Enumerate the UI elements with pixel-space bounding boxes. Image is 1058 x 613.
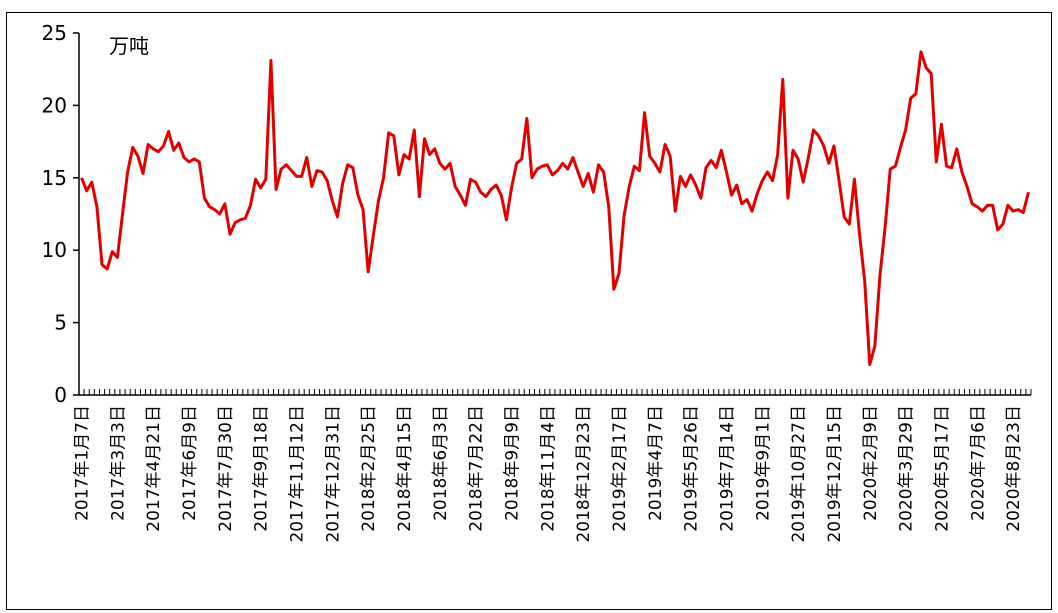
series-line (80, 50, 1030, 367)
x-tick-label: 2017年12月31日 (323, 405, 343, 543)
x-tick-label: 2017年7月30日 (216, 405, 236, 532)
x-tick-label: 2018年6月3日 (431, 405, 451, 521)
unit-label: 万吨 (109, 34, 149, 58)
x-tick-label: 2018年2月25日 (359, 405, 379, 532)
x-tick-label: 2019年9月1日 (753, 405, 773, 521)
y-tick-label: 5 (54, 311, 67, 335)
x-tick-label: 2019年5月26日 (682, 405, 702, 532)
x-tick-label: 2018年11月4日 (538, 405, 558, 532)
x-tick-label: 2017年6月9日 (180, 405, 200, 521)
y-tick-label: 20 (42, 93, 67, 117)
x-tick-label: 2020年5月17日 (932, 405, 952, 532)
x-tick-label: 2018年12月23日 (574, 405, 594, 543)
x-tick-label: 2020年7月6日 (968, 405, 988, 521)
y-tick-label: 25 (42, 21, 67, 45)
x-tick-label: 2017年1月7日 (73, 405, 93, 521)
x-tick-label: 2019年2月17日 (610, 405, 630, 532)
y-axis-ticks: 0 5 10 15 20 25 (42, 21, 79, 407)
y-tick-label: 0 (54, 383, 67, 407)
chart-frame: 0 5 10 15 20 25 2017年1月7日 2017年3月3日 2017年4月21日 2… (6, 12, 1052, 610)
x-tick-label: 2019年12月15日 (825, 405, 845, 543)
y-tick-label: 15 (42, 166, 67, 190)
x-axis-ticks: 2017年1月7日 2017年3月3日 2017年4月21日 2017年6月9日 201… (73, 389, 1032, 543)
x-tick-label: 2018年9月9日 (502, 405, 522, 521)
x-tick-label: 2017年3月3日 (108, 405, 128, 521)
x-tick-label: 2019年7月14日 (717, 405, 737, 532)
x-tick-label: 2017年9月18日 (252, 405, 272, 532)
x-tick-label: 2017年4月21日 (144, 405, 164, 532)
x-tick-label: 2018年4月15日 (395, 405, 415, 532)
x-tick-label: 2017年11月12日 (288, 405, 308, 543)
y-tick-label: 10 (42, 238, 67, 262)
x-tick-label: 2020年2月9日 (861, 405, 881, 521)
x-tick-label: 2020年3月29日 (897, 405, 917, 532)
x-tick-label: 2020年8月23日 (1004, 405, 1024, 532)
x-tick-label: 2019年10月27日 (789, 405, 809, 543)
x-tick-label: 2019年4月7日 (646, 405, 666, 521)
x-tick-label: 2018年7月22日 (467, 405, 487, 532)
axes (78, 33, 1031, 396)
